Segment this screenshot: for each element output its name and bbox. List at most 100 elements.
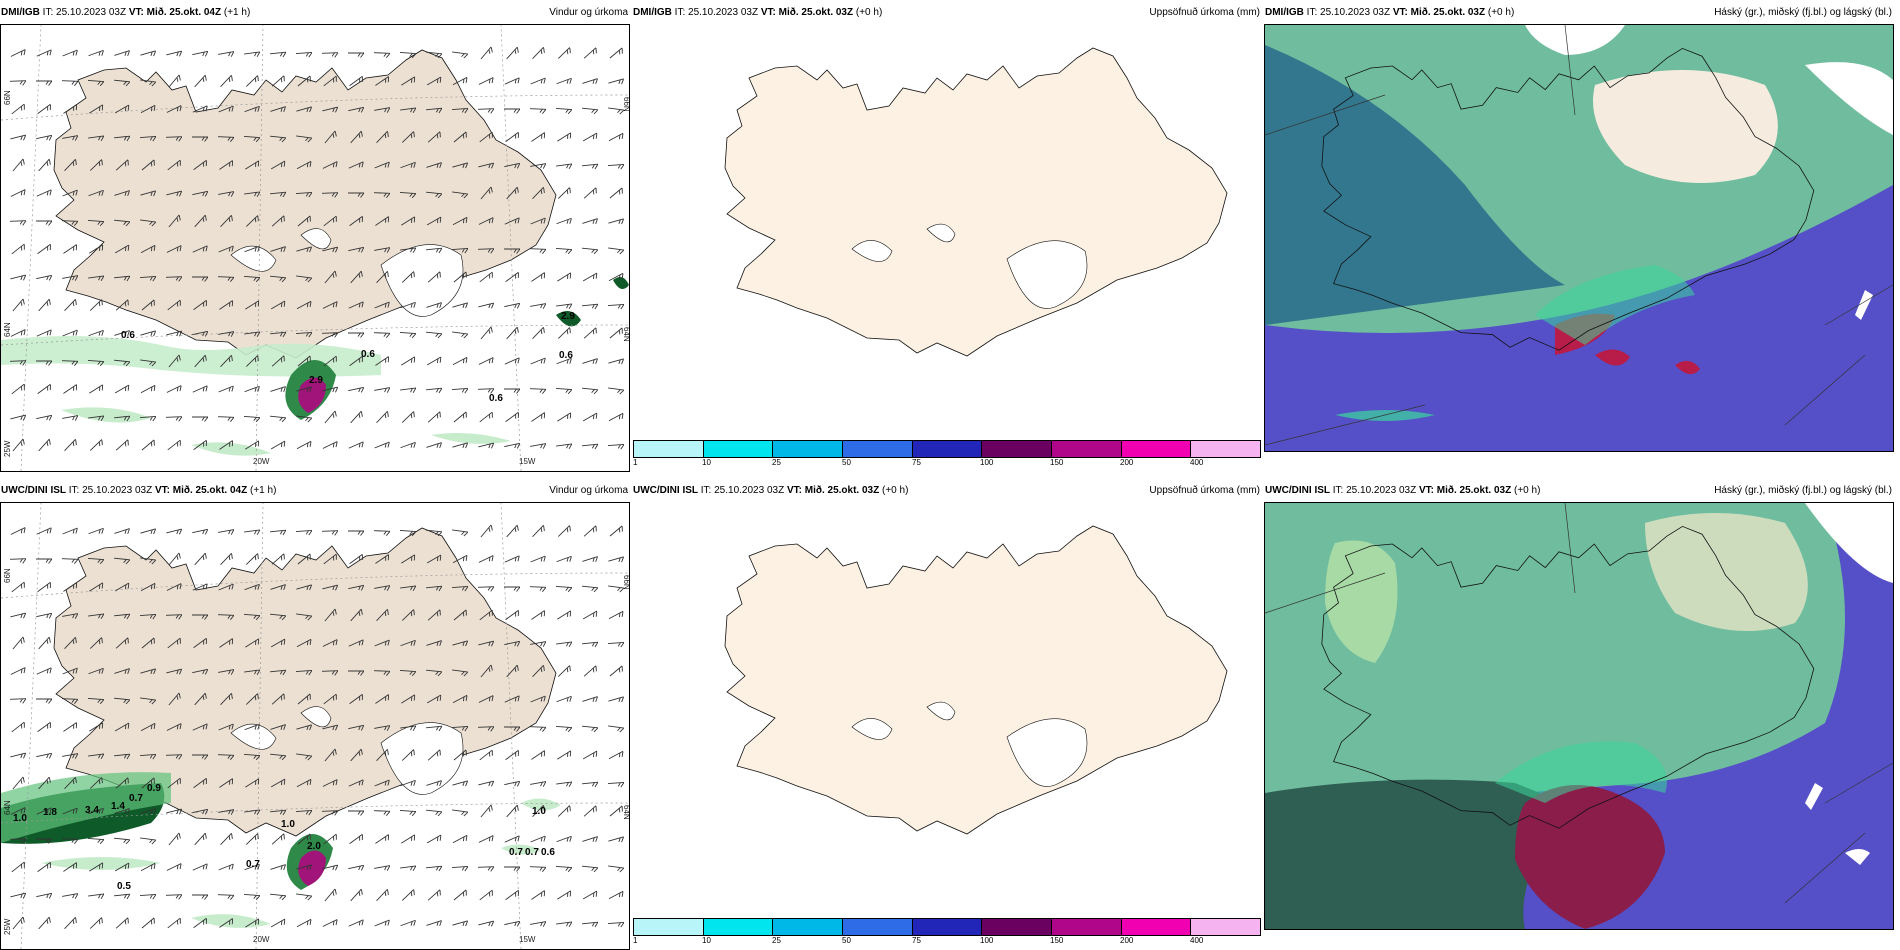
colorbar-label: 150 bbox=[1050, 458, 1064, 467]
valid-time: Mið. 25.okt. 03Z bbox=[1436, 485, 1512, 496]
lead-time: (+0 h) bbox=[1487, 7, 1515, 18]
product-name: Vindur og úrkoma bbox=[549, 7, 628, 18]
colorbar-segment bbox=[1191, 441, 1261, 457]
precip-colorbar bbox=[633, 440, 1261, 458]
product-name: Háský (gr.), miðský (fj.bl.) og lágský (… bbox=[1714, 7, 1892, 18]
precip-value: 0.9 bbox=[147, 783, 161, 794]
precip-value: 2.9 bbox=[561, 311, 575, 322]
init-time: IT: 25.10.2023 03Z bbox=[674, 7, 759, 18]
map-area[interactable] bbox=[632, 24, 1260, 432]
map-area[interactable]: 66N 64N 66N 64N 20W 15W 25W 0.6 0.6 2.9 … bbox=[0, 24, 630, 472]
colorbar-segment bbox=[1052, 441, 1122, 457]
colorbar-label: 75 bbox=[912, 936, 921, 945]
colorbar-label: 1 bbox=[633, 936, 638, 945]
lat-label: 66N bbox=[3, 568, 12, 583]
precip-value: 3.4 bbox=[85, 805, 99, 816]
precip-value: 0.6 bbox=[489, 393, 503, 404]
valid-time: Mið. 25.okt. 03Z bbox=[1410, 7, 1486, 18]
precip-value: 1.4 bbox=[111, 801, 125, 812]
colorbar-segment bbox=[843, 441, 913, 457]
model-name: UWC/DINI ISL bbox=[1, 485, 66, 496]
lon-label: 15W bbox=[519, 935, 536, 944]
panel-title: DMI/IGB IT: 25.10.2023 03Z VT: Mið. 25.o… bbox=[1264, 0, 1894, 24]
valid-label: VT: bbox=[1392, 7, 1408, 18]
init-time: IT: 25.10.2023 03Z bbox=[68, 485, 153, 496]
colorbar-segment bbox=[1121, 919, 1192, 935]
panel-title: UWC/DINI ISL IT: 25.10.2023 03Z VT: Mið.… bbox=[1264, 478, 1894, 502]
colorbar-segment bbox=[634, 919, 704, 935]
precip-value: 1.0 bbox=[281, 819, 295, 830]
precip-value: 0.6 bbox=[121, 330, 135, 341]
lat-label: 66N bbox=[622, 97, 630, 112]
colorbar-label: 50 bbox=[842, 936, 851, 945]
valid-label: VT: bbox=[154, 485, 170, 496]
valid-label: VT: bbox=[1418, 485, 1434, 496]
colorbar-label: 150 bbox=[1050, 936, 1064, 945]
init-time: IT: 25.10.2023 03Z bbox=[1306, 7, 1391, 18]
glaciers bbox=[851, 701, 1088, 787]
precip-value: 0.7 bbox=[525, 847, 539, 858]
panel-title: UWC/DINI ISL IT: 25.10.2023 03Z VT: Mið.… bbox=[632, 478, 1262, 502]
mid-cloud bbox=[1265, 45, 1565, 325]
lat-label: 64N bbox=[3, 800, 12, 815]
colorbar-label: 200 bbox=[1120, 936, 1134, 945]
precip-value: 1.0 bbox=[532, 806, 546, 817]
model-name: UWC/DINI ISL bbox=[633, 485, 698, 496]
precip-value: 2.9 bbox=[309, 375, 323, 386]
precip-value: 0.7 bbox=[129, 793, 143, 804]
colorbar-label: 200 bbox=[1120, 458, 1134, 467]
model-name: DMI/IGB bbox=[1265, 7, 1304, 18]
lead-time: (+0 h) bbox=[1514, 485, 1541, 496]
map-area[interactable] bbox=[1264, 502, 1894, 930]
colorbar-label: 10 bbox=[702, 458, 711, 467]
lead-time: (+1 h) bbox=[223, 7, 251, 18]
lat-label: 66N bbox=[622, 575, 630, 590]
colorbar-segment bbox=[1191, 919, 1261, 935]
valid-time: Mið. 25.okt. 03Z bbox=[804, 485, 880, 496]
colorbar-segment bbox=[982, 441, 1053, 457]
lead-time: (+1 h) bbox=[250, 485, 277, 496]
product-name: Uppsöfnuð úrkoma (mm) bbox=[1149, 7, 1260, 18]
map-area[interactable] bbox=[632, 502, 1260, 910]
init-time: IT: 25.10.2023 03Z bbox=[42, 7, 127, 18]
panel-accum-precip-uwc: UWC/DINI ISL IT: 25.10.2023 03Z VT: Mið.… bbox=[632, 478, 1262, 950]
panel-wind-precip-uwc: UWC/DINI ISL IT: 25.10.2023 03Z VT: Mið.… bbox=[0, 478, 630, 950]
map-area[interactable] bbox=[1264, 24, 1894, 452]
precip-colorbar bbox=[633, 918, 1261, 936]
colorbar-label: 25 bbox=[772, 458, 781, 467]
valid-label: VT: bbox=[128, 7, 144, 18]
colorbar-segment bbox=[703, 919, 774, 935]
colorbar-segment bbox=[982, 919, 1053, 935]
colorbar-label: 100 bbox=[980, 458, 994, 467]
colorbar-segment bbox=[1052, 919, 1122, 935]
precip-value: 0.6 bbox=[541, 847, 555, 858]
colorbar-segment bbox=[703, 441, 774, 457]
panel-title: UWC/DINI ISL IT: 25.10.2023 03Z VT: Mið.… bbox=[0, 478, 630, 502]
valid-label: VT: bbox=[786, 485, 802, 496]
precip-value: 0.6 bbox=[559, 350, 573, 361]
map-area[interactable]: 66N 64N 66N 64N 20W 15W 25W 1.0 1.8 3.4 … bbox=[0, 502, 630, 950]
panel-title: DMI/IGB IT: 25.10.2023 03Z VT: Mið. 25.o… bbox=[0, 0, 630, 24]
model-name: UWC/DINI ISL bbox=[1265, 485, 1330, 496]
product-name: Háský (gr.), miðský (fj.bl.) og lágský (… bbox=[1714, 485, 1892, 496]
lat-label: 66N bbox=[3, 90, 12, 105]
colorbar-label: 100 bbox=[980, 936, 994, 945]
lon-label: 25W bbox=[3, 918, 12, 935]
convective-area bbox=[1515, 785, 1665, 929]
precip-value: 2.0 bbox=[307, 841, 321, 852]
lon-label: 25W bbox=[3, 440, 12, 457]
colorbar-label: 25 bbox=[772, 936, 781, 945]
model-name: DMI/IGB bbox=[633, 7, 672, 18]
lead-time: (+0 h) bbox=[855, 7, 883, 18]
panel-title: DMI/IGB IT: 25.10.2023 03Z VT: Mið. 25.o… bbox=[632, 0, 1262, 24]
colorbar-label: 50 bbox=[842, 458, 851, 467]
panel-clouds-uwc: UWC/DINI ISL IT: 25.10.2023 03Z VT: Mið.… bbox=[1264, 478, 1894, 950]
lead-time: (+0 h) bbox=[882, 485, 909, 496]
panel-accum-precip-dmi: DMI/IGB IT: 25.10.2023 03Z VT: Mið. 25.o… bbox=[632, 0, 1262, 472]
init-time: IT: 25.10.2023 03Z bbox=[700, 485, 785, 496]
colorbar-segment bbox=[1121, 441, 1192, 457]
colorbar-label: 400 bbox=[1190, 936, 1204, 945]
colorbar-segment bbox=[912, 919, 983, 935]
lon-label: 15W bbox=[519, 457, 536, 466]
lat-label: 64N bbox=[622, 327, 630, 342]
